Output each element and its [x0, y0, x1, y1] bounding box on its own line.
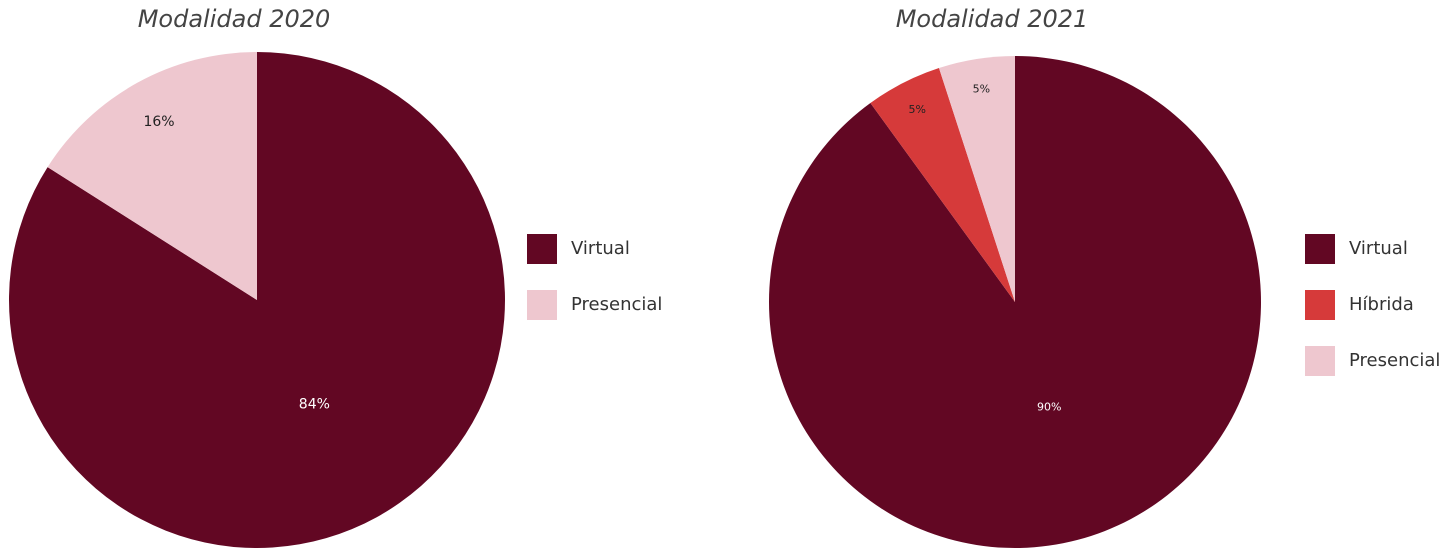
legend-label: Híbrida: [1349, 294, 1414, 315]
chart-title: Modalidad 2021: [896, 5, 1089, 33]
pie-slice: [870, 68, 1015, 302]
legend-swatch: [527, 234, 557, 264]
chart-title: Modalidad 2020: [138, 5, 331, 33]
legend-swatch: [527, 290, 557, 320]
data-label: 5%: [909, 103, 926, 116]
legend-label: Virtual: [1349, 238, 1408, 259]
data-label: 16%: [143, 114, 174, 130]
legend-label: Virtual: [571, 238, 630, 259]
legend-swatch: [1305, 346, 1335, 376]
data-label: 90%: [1037, 400, 1061, 413]
pie-slice: [47, 52, 257, 300]
legend-label: Presencial: [1349, 350, 1440, 371]
data-label: 5%: [973, 82, 990, 95]
pie-slice: [8, 52, 505, 549]
legend-swatch: [1305, 234, 1335, 264]
legend-label: Presencial: [571, 294, 662, 315]
pie-slice: [938, 56, 1015, 302]
legend-swatch: [1305, 290, 1335, 320]
data-label: 84%: [299, 396, 330, 412]
pie-slice: [768, 56, 1261, 548]
